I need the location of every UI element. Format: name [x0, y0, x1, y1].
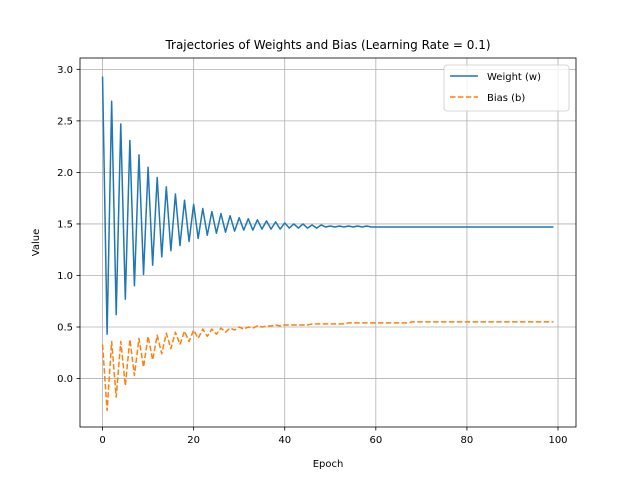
- plot-frame: [79, 57, 577, 428]
- x-tick-label: 60: [369, 435, 382, 446]
- y-tick-label: 2.0: [57, 168, 73, 179]
- y-tick-label: 1.5: [57, 219, 73, 230]
- y-tick-label: 2.5: [57, 116, 73, 127]
- legend: Weight (w) Bias (b): [443, 64, 570, 112]
- weight-series-line: [101, 76, 554, 335]
- bias-series-line: [101, 321, 554, 412]
- x-tick-label: 0: [99, 435, 105, 446]
- y-tick-label: 0.0: [57, 374, 73, 385]
- axis-ticks: 0 20 40 60 80 100 0.0 0.5 1.0 1.5 2.0 2.5 3.0: [57, 65, 567, 446]
- grid-lines: [80, 58, 576, 427]
- y-tick-label: 1.0: [57, 271, 73, 282]
- y-tick-label: 0.5: [57, 323, 73, 334]
- series-layer: [101, 76, 554, 412]
- x-axis-label: Epoch: [313, 459, 344, 470]
- x-tick-label: 80: [461, 435, 474, 446]
- x-tick-label: 40: [278, 435, 291, 446]
- legend-label-weight: Weight (w): [487, 72, 541, 83]
- y-axis-label: Value: [31, 229, 42, 256]
- chart-title: Trajectories of Weights and Bias (Learni…: [164, 38, 490, 52]
- x-tick-label: 20: [187, 435, 200, 446]
- y-tick-label: 3.0: [57, 65, 73, 76]
- x-tick-label: 100: [548, 435, 567, 446]
- legend-label-bias: Bias (b): [487, 93, 525, 104]
